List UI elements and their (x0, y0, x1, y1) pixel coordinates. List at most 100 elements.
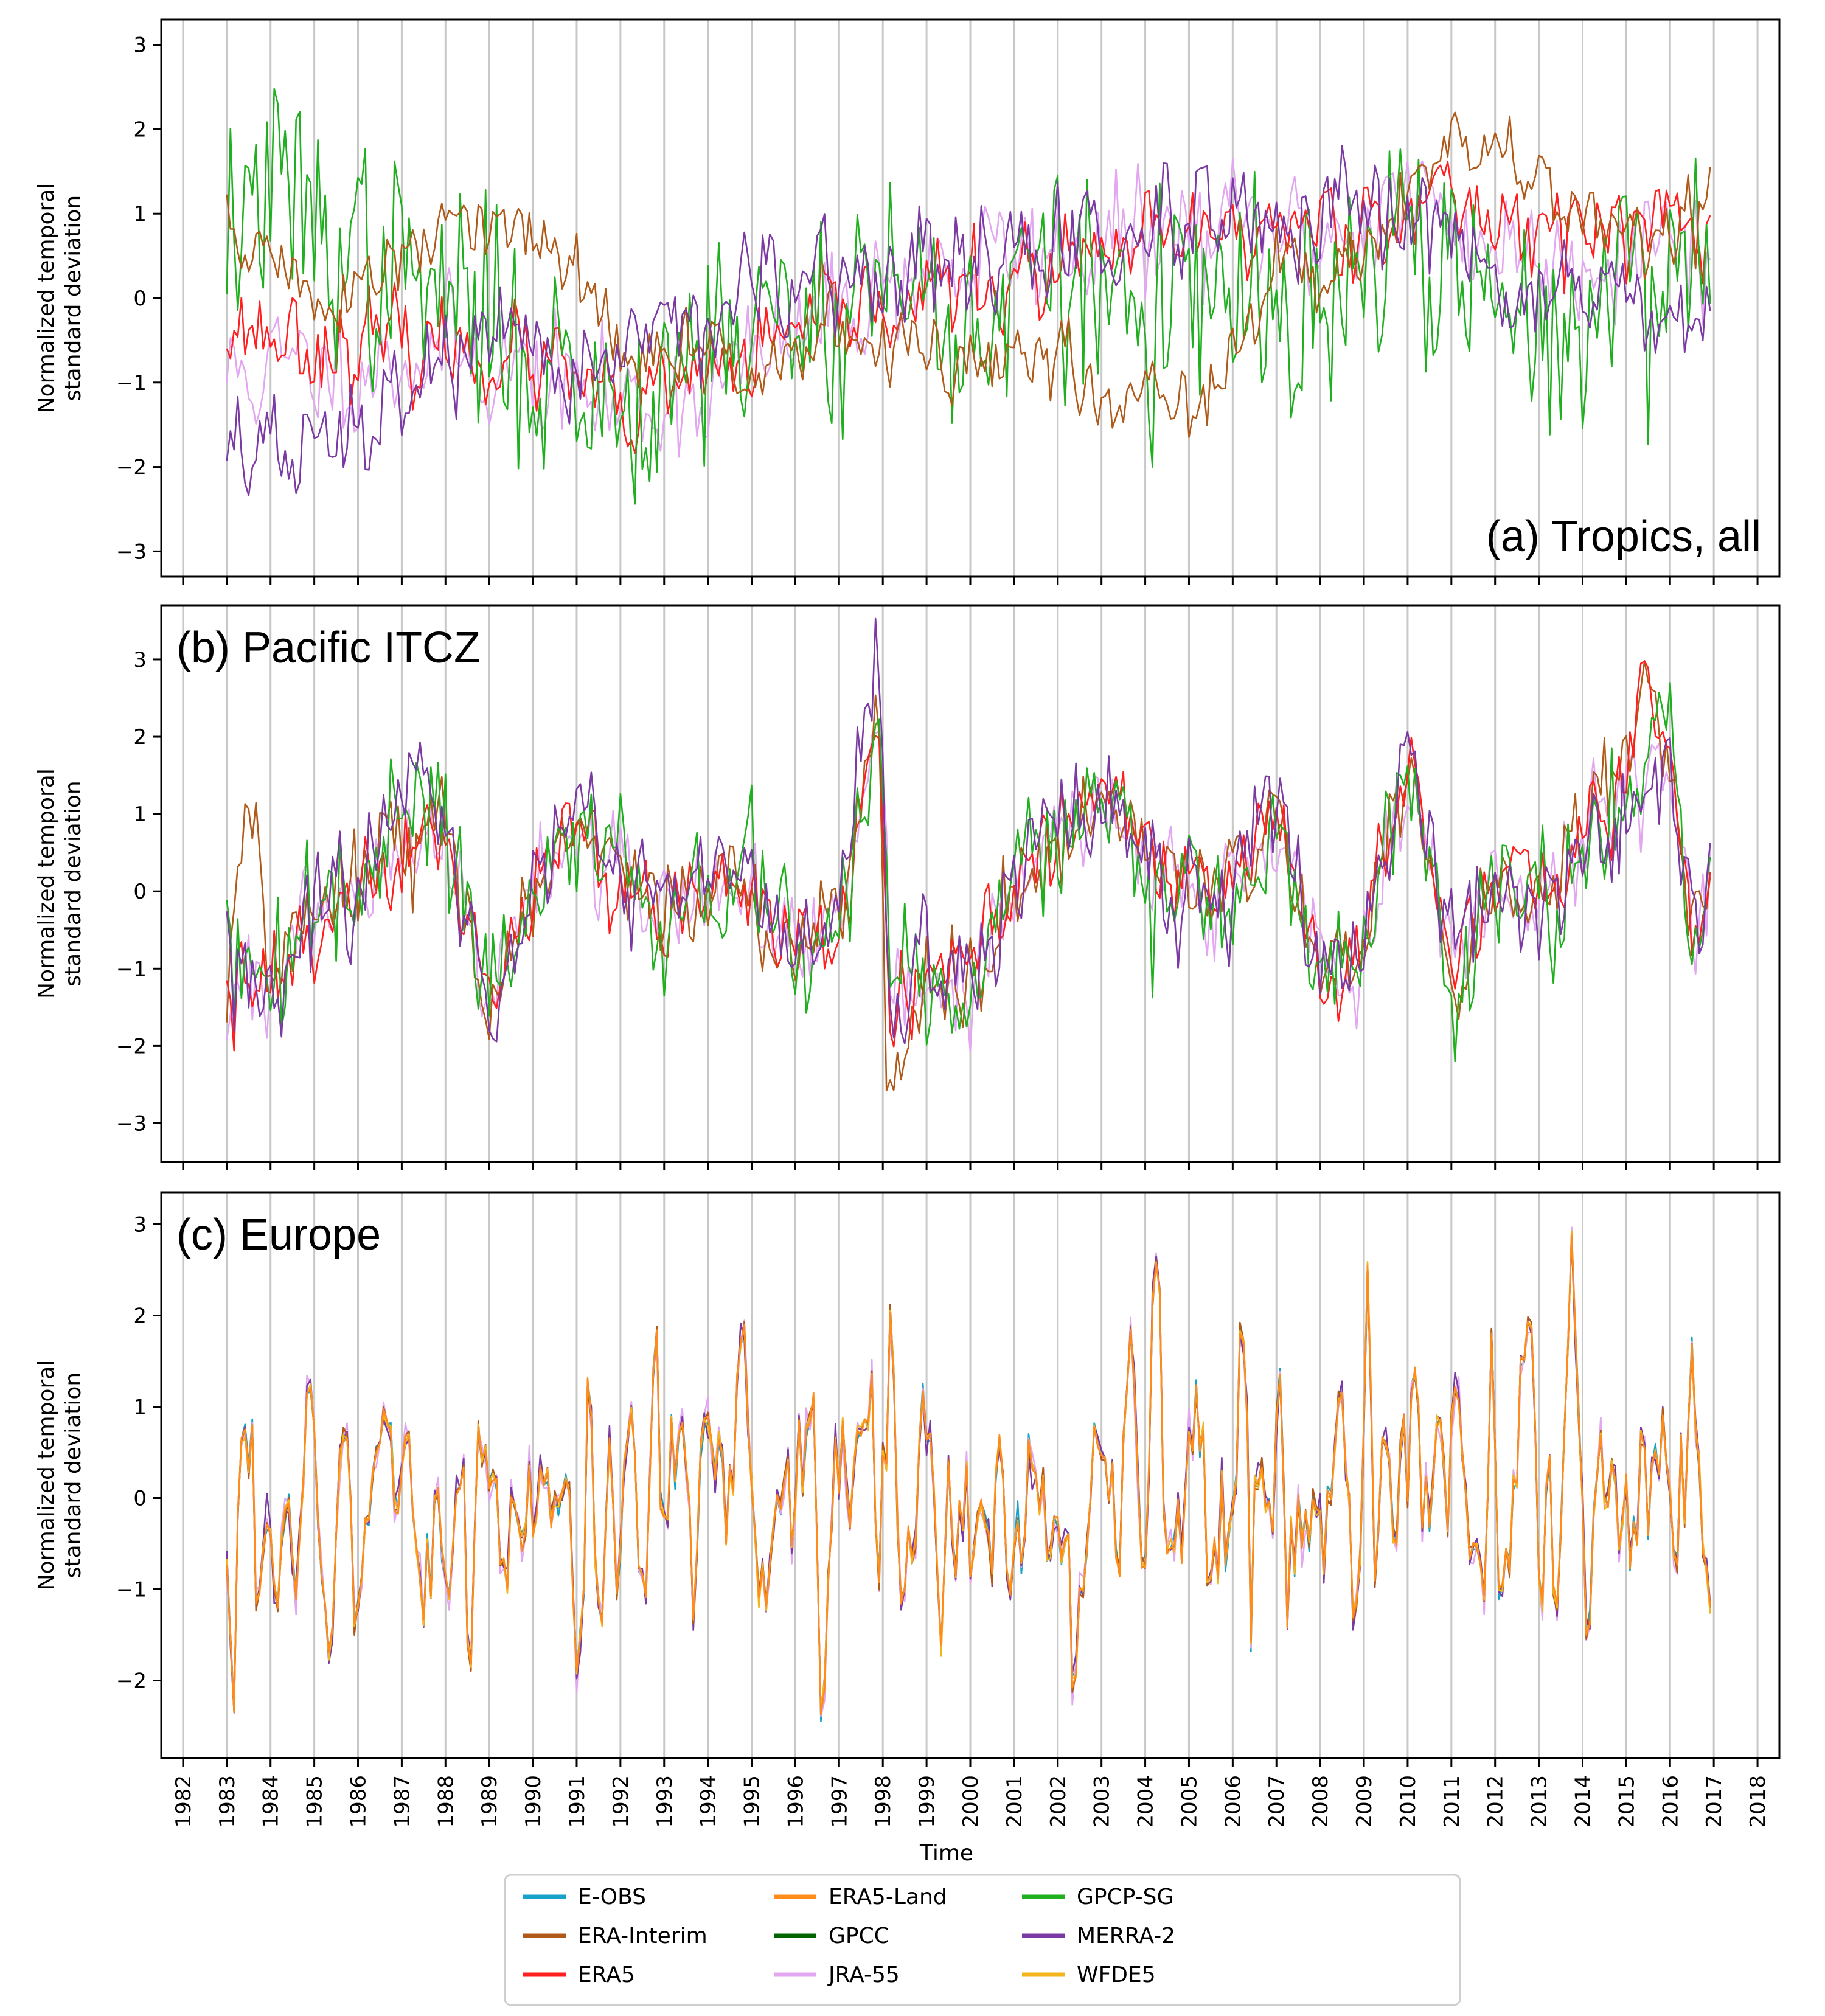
x-tick-label: 1982 (172, 1775, 196, 1828)
x-tick-label: 2003 (1090, 1775, 1114, 1828)
x-tick-label: 2000 (959, 1775, 983, 1828)
legend-label: ERA-Interim (578, 1924, 707, 1948)
legend-entry-era-interim: ERA-Interim (523, 1924, 707, 1948)
x-tick-label: 1996 (784, 1775, 808, 1828)
y-tick-label: −2 (116, 1669, 147, 1694)
x-tick-label: 2015 (1615, 1775, 1639, 1828)
x-tick-label: 1989 (478, 1775, 502, 1828)
legend-entry-e-obs: E-OBS (523, 1885, 646, 1910)
x-tick-label: 2013 (1528, 1775, 1552, 1828)
legend-entry-jra-55: JRA-55 (774, 1962, 900, 1987)
x-tick-label: 1991 (565, 1775, 589, 1828)
panel-title: (b) Pacific ITCZ (176, 624, 481, 672)
x-tick-label: 2016 (1658, 1775, 1683, 1828)
legend-entry-era5-land: ERA5-Land (774, 1885, 947, 1910)
y-axis-label-line1: Normalized temporal (34, 768, 59, 999)
y-tick-label: −2 (116, 456, 147, 480)
series-era5 (226, 161, 1711, 454)
legend-entry-merra-2: MERRA-2 (1022, 1924, 1175, 1948)
y-tick-label: 1 (133, 802, 147, 827)
panel-b: −3 −2 −1 0 1 2 3 Normalized temporalstandard de… (34, 604, 1781, 1170)
x-tick-label: 1999 (915, 1775, 939, 1828)
panel-a: −3 −2 −1 0 1 2 3 Normalized temporalstandard de… (34, 18, 1781, 585)
legend-label: WFDE5 (1077, 1962, 1156, 1987)
y-axis-label-line2: standard deviation (61, 195, 86, 401)
y-tick-label: 2 (133, 117, 147, 142)
y-tick-label: 0 (133, 880, 147, 904)
x-tick-label: 1986 (347, 1775, 371, 1828)
legend-label: ERA5-Land (829, 1885, 947, 1910)
legend-frame (504, 1874, 1461, 2006)
x-tick-label: 1994 (697, 1775, 721, 1828)
legend-entry-gpcp-sg: GPCP-SG (1022, 1885, 1173, 1910)
y-tick-label: −1 (116, 957, 147, 981)
y-tick-label: −3 (116, 540, 147, 564)
x-tick-label: 2005 (1177, 1775, 1201, 1828)
y-ticks: −3 −2 −1 0 1 2 3 (116, 648, 161, 1136)
legend-entry-era5: ERA5 (523, 1962, 635, 1987)
legend-label: ERA5 (578, 1962, 635, 1987)
grid (182, 1192, 1759, 1758)
legend-label: E-OBS (578, 1885, 646, 1910)
x-tick-label: 1998 (871, 1775, 895, 1828)
x-tick-label: 1993 (653, 1775, 677, 1828)
panel-title: (a) Tropics, all (1486, 512, 1761, 561)
x-tick-label: 2006 (1221, 1775, 1245, 1828)
x-tick-label: 1983 (215, 1775, 240, 1828)
x-tick-label: 2008 (1309, 1775, 1333, 1828)
series-merra-2 (226, 145, 1711, 496)
x-tick-label: 2010 (1396, 1775, 1420, 1828)
y-tick-label: −3 (116, 1111, 147, 1136)
x-tick-label: 2001 (1003, 1775, 1027, 1828)
series-era-interim (226, 111, 1711, 439)
x-tick-label: 1985 (303, 1775, 327, 1828)
y-tick-label: 3 (133, 33, 147, 58)
y-ticks: −3 −2 −1 0 1 2 3 (116, 33, 161, 564)
x-tick-label: 1995 (740, 1775, 765, 1828)
y-tick-label: 3 (133, 1213, 147, 1237)
y-axis-label-line2: standard deviation (61, 780, 86, 986)
y-axis-label-line1: Normalized temporal (34, 1360, 59, 1591)
series-lines (226, 617, 1711, 1092)
x-tick-label: 1984 (259, 1775, 283, 1828)
y-tick-label: −2 (116, 1034, 147, 1058)
y-tick-label: 1 (133, 1396, 147, 1420)
series-gpcp-sg (226, 88, 1711, 505)
y-tick-label: 2 (133, 1304, 147, 1329)
y-tick-label: −1 (116, 1578, 147, 1602)
x-tick-label: 1990 (521, 1775, 546, 1828)
x-ticks (182, 1162, 1759, 1170)
x-ticks: 1982 1983 1984 1985 1986 1987 1988 1989 1990 1991… (172, 1758, 1770, 1828)
x-tick-label: 2007 (1265, 1775, 1289, 1828)
legend-entry-gpcc: GPCC (774, 1924, 889, 1948)
y-axis-label-line1: Normalized temporal (34, 183, 59, 414)
y-axis-label: Normalized temporalstandard deviation (34, 183, 86, 414)
y-tick-label: −1 (116, 371, 147, 395)
legend-label: GPCP-SG (1077, 1885, 1173, 1910)
x-tick-label: 2009 (1352, 1775, 1377, 1828)
x-tick-label: 2011 (1440, 1775, 1464, 1828)
y-tick-label: 0 (133, 287, 147, 311)
y-tick-label: 1 (133, 202, 147, 226)
x-tick-label: 2002 (1046, 1775, 1071, 1828)
y-tick-label: 2 (133, 725, 147, 749)
series-era5 (226, 660, 1711, 1052)
series-lines (226, 88, 1711, 505)
panel-title: (c) Europe (176, 1211, 381, 1259)
y-tick-label: 0 (133, 1487, 147, 1511)
series-era5-land (226, 1233, 1711, 1715)
legend-entry-wfde5: WFDE5 (1022, 1962, 1156, 1987)
series-lines (226, 1226, 1711, 1722)
x-axis-label: Time (919, 1841, 973, 1866)
y-ticks: −2 −1 0 1 2 3 (116, 1213, 161, 1694)
legend-label: JRA-55 (827, 1962, 900, 1987)
x-tick-label: 2014 (1571, 1775, 1595, 1828)
panel-c: −2 −1 0 1 2 3 1982 1983 1984 1985 1986 1987 1988 1989… (34, 1191, 1781, 1828)
x-tick-label: 1992 (609, 1775, 633, 1828)
y-tick-label: 3 (133, 648, 147, 672)
x-tick-label: 1997 (827, 1775, 852, 1828)
series-jra-55 (226, 158, 1711, 458)
series-gpcp-sg (226, 682, 1711, 1062)
series-merra-2 (226, 617, 1711, 1044)
